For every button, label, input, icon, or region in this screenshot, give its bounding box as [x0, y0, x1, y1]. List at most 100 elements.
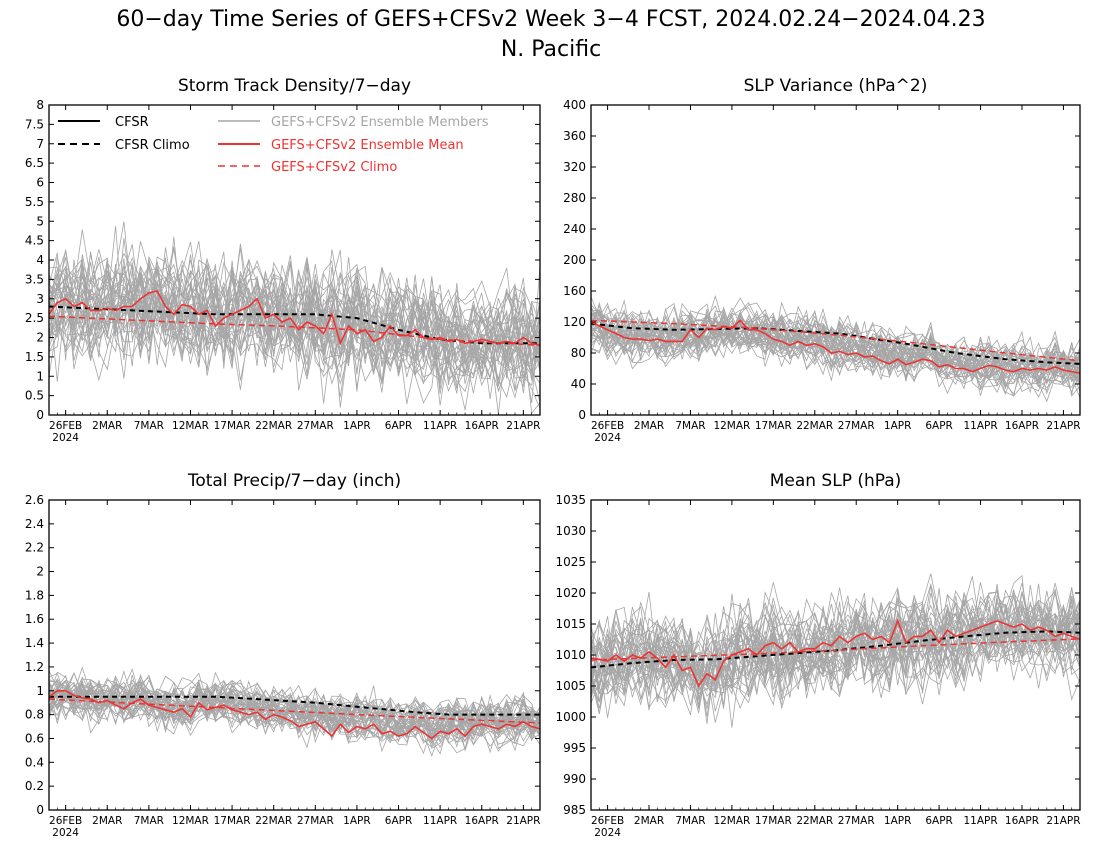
- y-tick-label: 280: [563, 191, 586, 205]
- y-tick-label: 400: [563, 98, 586, 112]
- y-tick-label: 0.2: [25, 779, 44, 793]
- ensemble-members: [591, 573, 1080, 728]
- y-tick-label: 0.5: [25, 389, 44, 403]
- ensemble-member-line: [591, 310, 1080, 388]
- y-tick-label: 1.5: [25, 350, 44, 364]
- y-tick-label: 6.5: [25, 156, 44, 170]
- panel-title: Storm Track Density/7−day: [178, 76, 411, 96]
- plot-area: [591, 294, 1080, 403]
- y-tick-label: 40: [571, 377, 586, 391]
- y-tick-label: 2.5: [25, 311, 44, 325]
- x-tick-label: 2MAR: [634, 420, 664, 432]
- series-gefs-cfsv2-climo: [591, 638, 1080, 661]
- y-tick-label: 1030: [555, 524, 586, 538]
- x-tick-label: 21APR: [506, 815, 540, 827]
- ensemble-member-line: [591, 597, 1080, 701]
- x-year-label: 2024: [594, 827, 621, 839]
- ensemble-member-line: [591, 601, 1080, 728]
- ensemble-member-line: [591, 323, 1080, 398]
- y-tick-label: 990: [563, 772, 586, 786]
- y-tick-label: 0.8: [25, 708, 44, 722]
- y-tick-label: 1: [36, 684, 44, 698]
- x-tick-label: 22MAR: [255, 815, 292, 827]
- x-tick-label: 6APR: [385, 420, 413, 432]
- y-tick-label: 1035: [555, 493, 586, 507]
- y-tick-label: 240: [563, 222, 586, 236]
- ensemble-member-line: [591, 592, 1080, 709]
- x-tick-label: 21APR: [1046, 420, 1080, 432]
- x-tick-label: 27MAR: [838, 815, 875, 827]
- x-tick-label: 6APR: [925, 420, 953, 432]
- panel-storm-track-density: Storm Track Density/7−day 0 0.5 1 1.5 2 2.5 3 3.…: [25, 76, 541, 444]
- y-tick-label: 1025: [555, 555, 586, 569]
- ensemble-member-line: [49, 221, 540, 373]
- y-tick-label: 160: [563, 284, 586, 298]
- y-tick-label: 2.2: [25, 541, 44, 555]
- ensemble-members: [591, 294, 1080, 403]
- x-tick-label: 12MAR: [172, 815, 209, 827]
- x-tick-label: 2MAR: [92, 815, 122, 827]
- y-tick-label: 1020: [555, 586, 586, 600]
- ensemble-member-line: [591, 307, 1080, 377]
- ensemble-member-line: [49, 672, 540, 741]
- series-cfsr-climo: [49, 695, 540, 716]
- x-tick-label: 21APR: [1046, 815, 1080, 827]
- x-tick-label: 17MAR: [755, 420, 792, 432]
- panel-total-precip: Total Precip/7−day (inch)00.20.40.60.811…: [25, 471, 541, 839]
- x-tick-label: 26FEB: [591, 815, 624, 827]
- y-tick-label: 5.5: [25, 195, 44, 209]
- x-tick-label: 22MAR: [796, 420, 833, 432]
- y-tick-label: 0: [578, 408, 586, 422]
- y-tick-label: 2.4: [25, 517, 44, 531]
- y-tick-label: 1015: [555, 617, 586, 631]
- ensemble-members: [49, 221, 540, 415]
- ensemble-member-line: [49, 241, 540, 378]
- figure-title: 60−day Time Series of GEFS+CFSv2 Week 3−…: [116, 7, 985, 32]
- panel-mean-slp: Mean SLP (hPa) 985 990 995 1000 1005 1010 1015 1…: [555, 471, 1081, 839]
- x-year-label: 2024: [594, 432, 621, 444]
- y-tick-label: 0: [36, 408, 44, 422]
- x-tick-label: 27MAR: [838, 420, 875, 432]
- panel-title: SLP Variance (hPa^2): [744, 76, 928, 96]
- x-tick-label: 26FEB: [49, 815, 82, 827]
- panel-slp-variance: SLP Variance (hPa^2) 0 40 80 120 160 200 240 280…: [563, 76, 1081, 444]
- legend-gefs-climo-label: GEFS+CFSv2 Climo: [271, 160, 397, 175]
- y-tick-label: 80: [571, 346, 586, 360]
- x-tick-label: 11APR: [963, 420, 997, 432]
- ensemble-member-line: [591, 317, 1080, 388]
- x-tick-label: 7MAR: [134, 815, 164, 827]
- series-gefs-cfsv2-climo: [591, 319, 1080, 362]
- y-tick-label: 995: [563, 741, 586, 755]
- ensemble-member-line: [49, 249, 540, 387]
- plot-area: [591, 573, 1080, 728]
- y-tick-label: 6: [36, 176, 44, 190]
- y-tick-label: 0: [36, 803, 44, 817]
- ensemble-member-line: [49, 275, 540, 399]
- y-tick-label: 3.5: [25, 272, 44, 286]
- y-tick-label: 0.4: [25, 755, 44, 769]
- y-tick-label: 200: [563, 253, 586, 267]
- series-gefs-cfsv2-ensemble-mean: [591, 618, 1080, 688]
- x-tick-label: 27MAR: [297, 815, 334, 827]
- legend: CFSR CFSR Climo GEFS+CFSv2 Ensemble Memb…: [58, 115, 489, 175]
- y-tick-label: 3: [36, 292, 44, 306]
- ensemble-member-line: [49, 680, 540, 742]
- x-tick-label: 26FEB: [49, 420, 82, 432]
- y-tick-label: 1000: [555, 710, 586, 724]
- x-tick-label: 22MAR: [255, 420, 292, 432]
- x-tick-label: 12MAR: [713, 815, 750, 827]
- x-tick-label: 16APR: [465, 420, 499, 432]
- ensemble-member-line: [591, 589, 1080, 690]
- x-tick-label: 6APR: [925, 815, 953, 827]
- y-tick-label: 5: [36, 214, 44, 228]
- y-tick-label: 1010: [555, 648, 586, 662]
- x-tick-label: 12MAR: [713, 420, 750, 432]
- x-tick-label: 27MAR: [297, 420, 334, 432]
- x-tick-label: 17MAR: [755, 815, 792, 827]
- x-tick-label: 6APR: [385, 815, 413, 827]
- panel-title: Mean SLP (hPa): [770, 471, 902, 491]
- x-tick-label: 11APR: [423, 420, 457, 432]
- series-gefs-cfsv2-climo: [49, 315, 540, 347]
- y-tick-label: 7: [36, 137, 44, 151]
- y-tick-label: 1.4: [25, 636, 44, 650]
